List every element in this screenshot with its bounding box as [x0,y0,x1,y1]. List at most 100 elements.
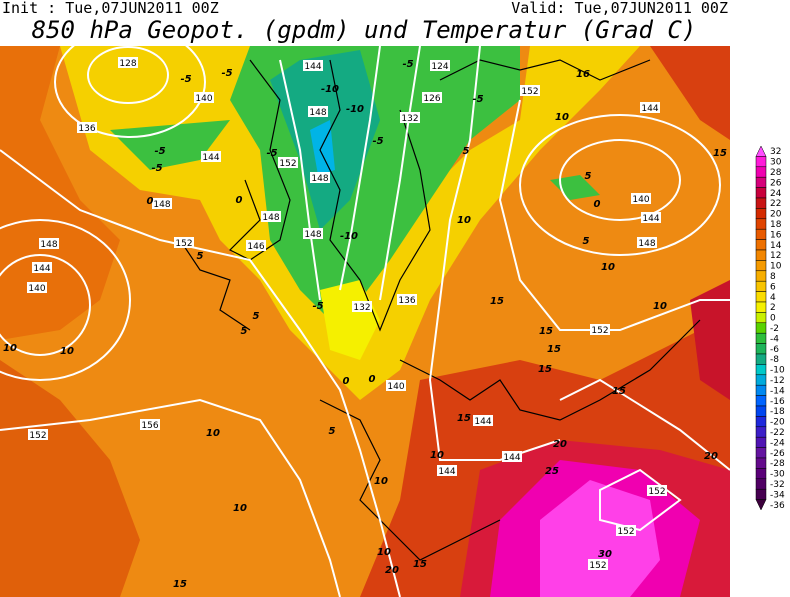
geopotential-label-box [246,240,266,251]
temperature-label: 10 [457,215,471,226]
geopotential-label-box [77,122,97,133]
colorbar-cell [755,166,767,178]
geopotential-label: 140 [195,94,212,104]
temperature-label: 5 [583,236,590,247]
colorbar-cell [755,322,767,334]
colorbar-label: 4 [770,293,776,303]
temperature-label: -10 [346,104,364,115]
colorbar-cell [755,239,767,251]
geopotential-label-box [637,237,657,248]
temperature-label: -5 [154,146,165,157]
temperature-label: 5 [197,251,204,262]
geopotential-label-box [278,157,298,168]
colorbar-cell [755,228,767,240]
colorbar-label: -2 [770,324,779,334]
colorbar-label: -14 [770,386,785,396]
temperature-label: -5 [180,74,191,85]
geopotential-label-box [27,282,47,293]
geopotential-label: 144 [438,467,455,477]
temperature-label: 10 [653,301,667,312]
geopotential-label-box [437,465,457,476]
temperature-label: 10 [555,112,569,123]
colorbar-label: 8 [770,272,776,282]
colorbar-cell [755,468,767,480]
temperature-label: 0 [236,195,243,206]
geopotential-label-box [308,106,328,117]
colorbar-label: -18 [770,407,785,417]
colorbar-label: 2 [770,303,776,313]
colorbar-label: 24 [770,189,782,199]
geopotential-label: 152 [617,527,634,537]
temperature-label: 30 [598,549,612,560]
geopotential-label: 146 [247,242,264,252]
geopotential-label: 136 [398,296,415,306]
geopotential-label-box [140,419,160,430]
colorbar-label: -8 [770,355,779,365]
temperature-label: -5 [266,148,277,159]
geopotential-label-box [473,415,493,426]
temperature-label: 10 [60,346,74,357]
geopotential-label-box [631,193,651,204]
colorbar-label: -26 [770,449,785,459]
temperature-label: 10 [377,547,391,558]
colorbar-cell [755,187,767,199]
colorbar-cell [755,353,767,365]
geopotential-label-box [39,238,59,249]
colorbar-cell [755,260,767,272]
colorbar-label: -34 [770,490,785,500]
colorbar-cell [755,280,767,292]
temperature-label: 15 [457,413,471,424]
colorbar-cell [755,405,767,417]
colorbar-label: 16 [770,230,782,240]
colorbar-label: -36 [770,501,785,511]
temperature-label: -10 [340,231,358,242]
geopotential-label: 132 [401,114,418,124]
colorbar-label: -22 [770,428,785,438]
temperature-label: 20 [385,565,399,576]
temperature-label: 25 [545,466,559,477]
temperature-label: 5 [329,426,336,437]
geopotential-label-box [152,198,172,209]
temperature-label: 0 [343,376,350,387]
colorbar-label: -16 [770,397,785,407]
temperature-label: -5 [472,94,483,105]
temperature-label: 20 [553,439,567,450]
temperature-label: 15 [612,386,626,397]
colorbar-cell [755,416,767,428]
temperature-label: 0 [369,374,376,385]
colorbar-cell [755,384,767,396]
geopotential-label: 152 [521,87,538,97]
geopotential-label: 144 [503,453,520,463]
colorbar-label: 28 [770,168,782,178]
geopotential-label: 144 [304,62,321,72]
colorbar-label: 26 [770,178,782,188]
temperature-label: 5 [585,171,592,182]
geopotential-label-box [590,324,610,335]
temperature-label: 10 [374,476,388,487]
colorbar-label: -30 [770,470,785,480]
colorbar-cell [755,343,767,355]
colorbar-cell [755,208,767,220]
geopotential-label: 152 [589,561,606,571]
temperature-label: 10 [206,428,220,439]
geopotential-label: 152 [591,326,608,336]
geopotential-label: 126 [423,94,440,104]
colorbar-cell [755,395,767,407]
temperature-label: -5 [402,59,413,70]
map-title: 850 hPa Geopot. (gpdm) und Temperatur (G… [32,16,697,44]
geopotential-label-box [616,525,636,536]
colorbar-cell [755,457,767,469]
geopotential-label-box [118,57,138,68]
geopotential-label-box [32,262,52,273]
temperature-label: 15 [538,364,552,375]
geopotential-label-box [641,212,661,223]
temperature-label: 20 [704,451,718,462]
temperature-label: -5 [221,68,232,79]
colorbar-label: 6 [770,282,776,292]
temperature-label: 10 [601,262,615,273]
colorbar-label: 20 [770,210,782,220]
temperature-label: 5 [463,146,470,157]
geopotential-label-box [194,92,214,103]
colorbar-cell [755,249,767,261]
colorbar-label: -20 [770,418,785,428]
